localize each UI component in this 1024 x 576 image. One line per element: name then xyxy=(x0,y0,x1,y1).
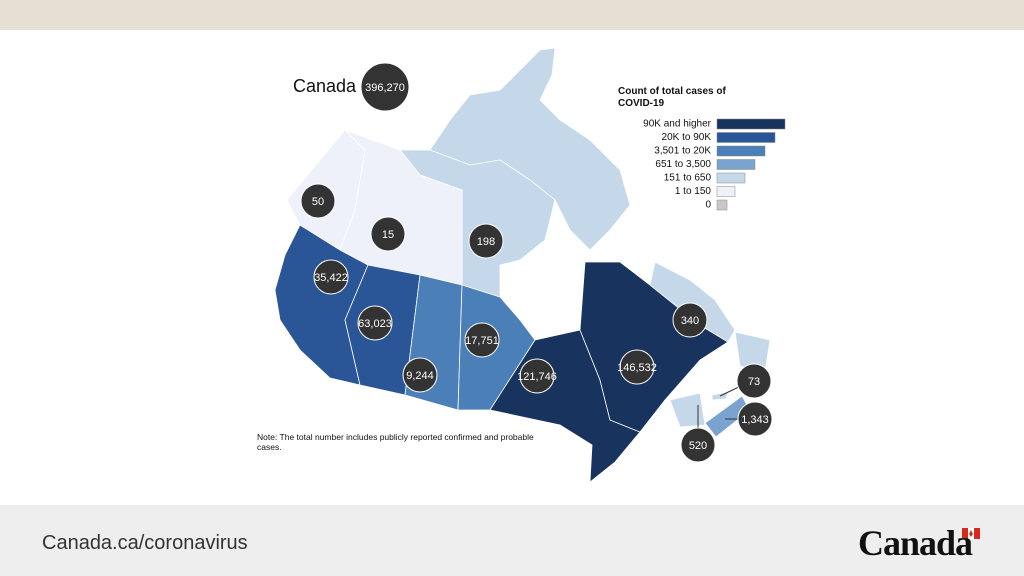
region-bubble xyxy=(680,427,716,463)
region-label: 35,422 xyxy=(314,272,348,284)
legend-swatch xyxy=(716,186,736,197)
region-label: 73 xyxy=(748,376,760,388)
region-bubble xyxy=(619,349,655,385)
footer-url[interactable]: Canada.ca/coronavirus xyxy=(42,532,248,554)
wordmark: Canada xyxy=(858,523,973,563)
flag-band xyxy=(962,528,968,539)
region-label: 15 xyxy=(382,229,394,241)
region-label: 198 xyxy=(477,236,495,248)
flag xyxy=(962,528,980,539)
legend-title: Count of total cases of COVID-19 xyxy=(618,86,726,109)
legend: 90K and higher 20K to 90K 3,501 to 20K 651 … xyxy=(643,118,786,211)
total-label: 396,270 xyxy=(365,82,405,94)
region-bubble xyxy=(402,357,438,393)
region-bubble xyxy=(370,216,406,252)
legend-label: 0 xyxy=(705,200,711,211)
quebec xyxy=(579,261,729,433)
region-bubble xyxy=(464,322,500,358)
legend-label: 651 to 3,500 xyxy=(655,159,711,170)
region-bubble xyxy=(519,358,555,394)
region-bubble xyxy=(313,259,349,295)
note: Note: The total number includes publicly… xyxy=(257,432,534,452)
region-label: 1,343 xyxy=(741,414,769,426)
total-bubble xyxy=(360,62,410,112)
legend-swatch xyxy=(716,172,746,184)
legend-label: 1 to 150 xyxy=(675,186,712,197)
legend-swatch xyxy=(716,199,728,211)
bubbles: 396,270 50 15 198 35,422 63,023 9,244 17,751 121… xyxy=(300,62,773,463)
region-bubble xyxy=(736,363,772,399)
legend-label: 90K and higher xyxy=(643,119,712,130)
region-bubble xyxy=(737,401,773,437)
legend-label: 151 to 650 xyxy=(664,173,712,184)
region-label: 340 xyxy=(681,315,699,327)
region-label: 520 xyxy=(689,440,707,452)
region-label: 121,746 xyxy=(517,371,557,383)
provinces xyxy=(274,47,771,483)
legend-label: 3,501 to 20K xyxy=(654,146,711,157)
region-bubble xyxy=(468,223,504,259)
region-bubble xyxy=(300,183,336,219)
map-title: Canada xyxy=(293,76,357,96)
region-label: 17,751 xyxy=(465,335,499,347)
region-label: 9,244 xyxy=(406,370,434,382)
region-label: 63,023 xyxy=(358,318,392,330)
legend-swatch xyxy=(716,145,766,157)
region-bubble xyxy=(357,305,393,341)
flag-leaf xyxy=(969,530,973,537)
region-label: 146,532 xyxy=(617,362,657,374)
legend-label: 20K to 90K xyxy=(662,132,712,143)
legend-swatch xyxy=(716,132,776,143)
new-brunswick xyxy=(669,392,706,428)
legend-swatch xyxy=(716,118,786,130)
british-columbia xyxy=(274,224,369,386)
flag-band xyxy=(974,528,980,539)
top-bar xyxy=(0,0,1024,30)
legend-swatch xyxy=(716,159,756,170)
footer-bar xyxy=(0,505,1024,576)
region-bubble xyxy=(672,302,708,338)
region-label: 50 xyxy=(312,196,324,208)
